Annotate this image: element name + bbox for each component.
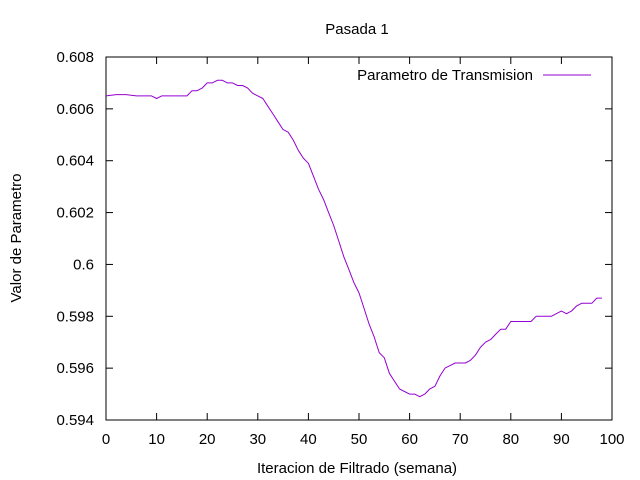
x-tick-label: 10 [148, 431, 165, 448]
y-tick-label: 0.604 [56, 153, 94, 170]
y-tick-label: 0.598 [56, 308, 94, 325]
x-tick-label: 60 [401, 431, 418, 448]
y-tick-label: 0.602 [56, 205, 94, 222]
x-tick-label: 100 [599, 431, 624, 448]
y-axis-ticks: 0.594 0.596 0.598 0.6 0.602 0.604 0.606 0.608 [56, 49, 612, 429]
y-tick-label: 0.594 [56, 412, 94, 429]
y-tick-label: 0.608 [56, 49, 94, 66]
series-line [105, 79, 602, 398]
x-axis-title: Iteracion de Filtrado (semana) [257, 460, 457, 477]
x-tick-label: 30 [249, 431, 266, 448]
legend: Parametro de Transmision [357, 67, 591, 84]
x-tick-label: 40 [300, 431, 317, 448]
chart-title: Pasada 1 [325, 21, 388, 38]
y-tick-label: 0.6 [73, 256, 94, 273]
y-axis-title: Valor de Parametro [8, 174, 25, 303]
plot-frame [105, 56, 613, 421]
x-tick-label: 70 [452, 431, 469, 448]
x-tick-label: 50 [351, 431, 368, 448]
x-tick-label: 90 [553, 431, 570, 448]
legend-label: Parametro de Transmision [357, 67, 533, 84]
x-tick-label: 80 [502, 431, 519, 448]
y-tick-label: 0.596 [56, 360, 94, 377]
x-tick-label: 20 [199, 431, 216, 448]
x-tick-label: 0 [102, 431, 110, 448]
x-axis-ticks: 0 10 20 30 40 50 60 70 80 90 100 [102, 57, 625, 448]
series-layer [105, 79, 602, 398]
y-tick-label: 0.606 [56, 101, 94, 118]
